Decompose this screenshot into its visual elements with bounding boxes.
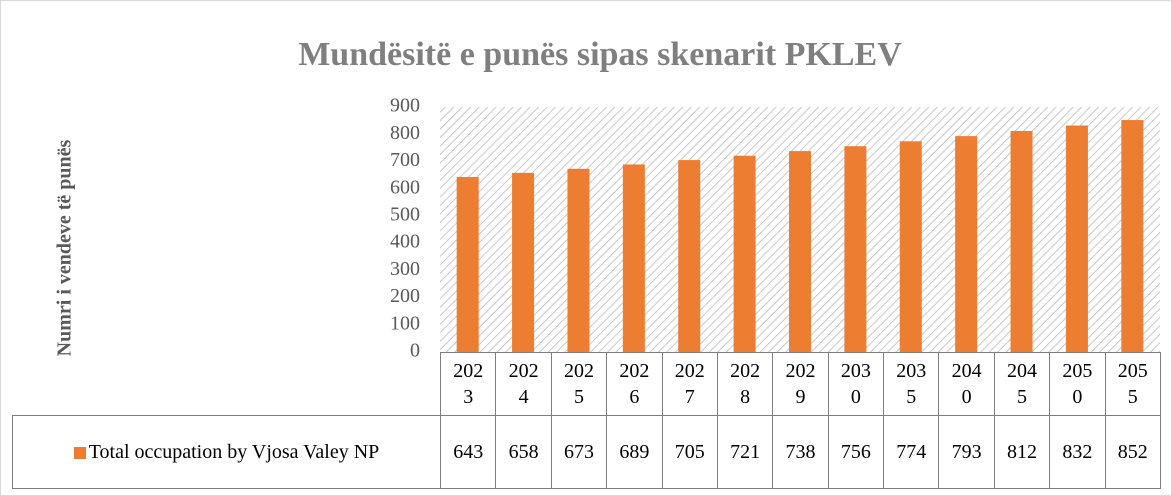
category-cell: 2027: [661, 352, 718, 416]
value-cell: 738: [772, 415, 829, 489]
category-cell: 2028: [716, 352, 774, 416]
y-tick-label: 500: [390, 203, 420, 225]
bar: [1010, 130, 1033, 352]
x-tick-label: 2027: [674, 360, 705, 408]
bar: [955, 136, 978, 352]
category-cell: 2045: [993, 352, 1051, 416]
y-tick-label: 200: [390, 285, 420, 307]
bar: [567, 168, 590, 352]
y-tick-label: 100: [390, 312, 420, 334]
legend-label: Total occupation by Vjosa Valey NP: [88, 441, 380, 463]
x-tick-label: 2055: [1117, 360, 1148, 408]
x-tick-label: 2028: [730, 360, 761, 408]
value-cell: 852: [1104, 415, 1161, 489]
y-tick-label: 900: [390, 95, 420, 117]
legend-entry: Total occupation by Vjosa Valey NP: [73, 439, 380, 465]
category-cell: 2024: [495, 352, 552, 416]
bar: [844, 146, 867, 352]
bar: [789, 151, 811, 352]
value-cell: 812: [993, 415, 1051, 489]
x-tick-label: 2029: [785, 360, 816, 408]
x-tick-label: 2040: [951, 360, 982, 408]
category-cell: 2050: [1049, 352, 1106, 416]
value-cell: 721: [716, 415, 774, 489]
category-cell: 2035: [883, 352, 940, 416]
value-cell: 832: [1049, 415, 1106, 489]
category-cell: 2025: [550, 352, 608, 416]
value-cell: 658: [495, 415, 552, 489]
value-cell: 756: [827, 415, 885, 489]
bar: [512, 172, 535, 352]
legend-swatch: [73, 447, 86, 460]
category-cell: 2055: [1104, 352, 1161, 416]
x-tick-label: 2026: [619, 360, 650, 408]
bar: [678, 160, 701, 352]
category-cell: 2023: [440, 352, 497, 416]
y-tick-label: 800: [390, 122, 420, 144]
x-tick-label: 2045: [1007, 360, 1038, 408]
category-cell: 2040: [938, 352, 995, 416]
y-tick-label: 600: [390, 176, 420, 198]
category-cell: 2026: [606, 352, 663, 416]
value-cell: 774: [883, 415, 940, 489]
y-tick-label: 700: [390, 149, 420, 171]
chart-title: Mundësitë e punës sipas skenarit PKLEV: [298, 36, 902, 73]
bar: [899, 141, 922, 352]
x-tick-label: 2030: [840, 360, 871, 408]
x-tick-label: 2025: [563, 360, 594, 408]
value-cell: 705: [661, 415, 718, 489]
x-tick-label: 2035: [896, 360, 927, 408]
value-cell: 793: [938, 415, 995, 489]
x-tick-label: 2050: [1062, 360, 1093, 408]
x-tick-label: 2023: [453, 360, 484, 408]
legend-cell: Total occupation by Vjosa Valey NP: [12, 415, 441, 489]
bar: [733, 155, 756, 352]
category-cell: 2029: [772, 352, 829, 416]
y-tick-label: 400: [390, 231, 420, 253]
bar: [456, 176, 479, 352]
bar: [1065, 125, 1088, 352]
value-cell: 673: [550, 415, 608, 489]
value-cell: 689: [606, 415, 663, 489]
value-cell: 643: [440, 415, 497, 489]
x-tick-label: 2024: [508, 360, 539, 408]
bar: [622, 164, 645, 352]
y-tick-label: 300: [390, 258, 420, 280]
bar: [1121, 120, 1144, 352]
category-cell: 2030: [827, 352, 885, 416]
y-tick-label: 0: [410, 340, 420, 362]
y-axis-label: Numri i vendeve të punës: [54, 139, 76, 356]
